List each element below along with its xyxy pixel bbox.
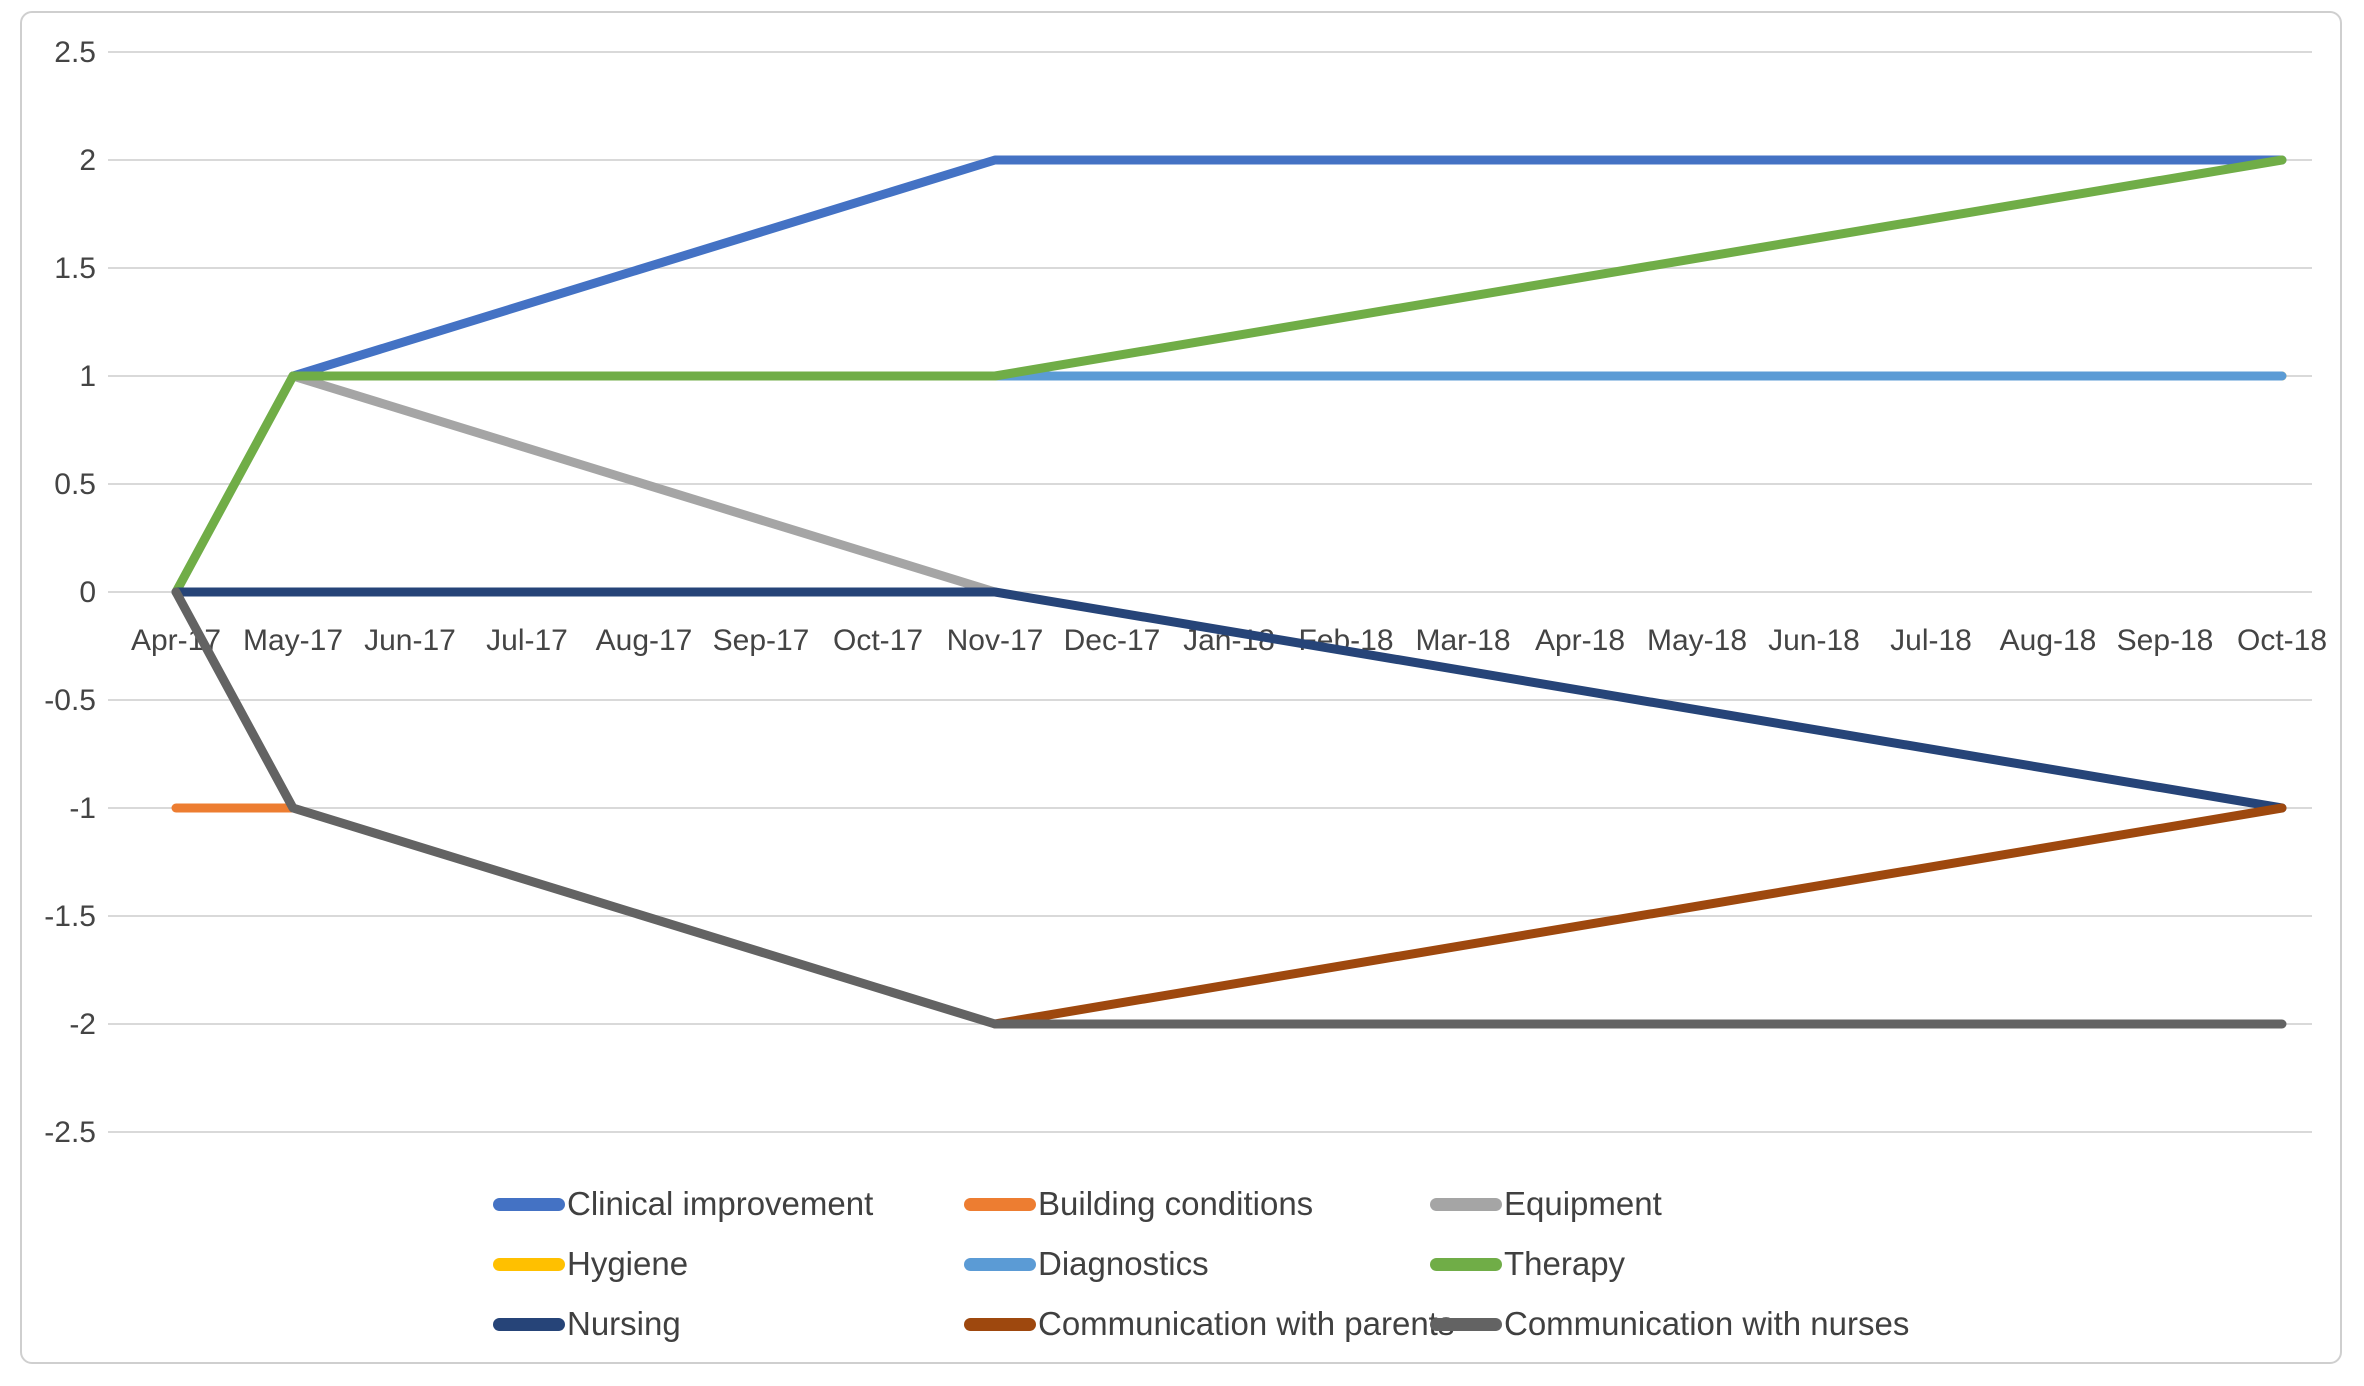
series-line-clinical-improvement [288,155,2287,381]
y-tick-label: 0 [79,576,96,609]
x-tick-label: Oct-17 [833,624,923,657]
x-tick-label: Jun-17 [364,624,456,657]
y-tick-label: -0.5 [44,684,96,717]
x-tick-label: May-18 [1647,624,1747,657]
x-tick-label: Mar-18 [1415,624,1510,657]
y-tick-label: 0.5 [54,468,96,501]
x-tick-label: Jul-18 [1890,624,1972,657]
x-tick-label: Oct-18 [2237,624,2327,657]
y-tick-label: -1.5 [44,900,96,933]
series-line-communication-with-nurses [171,587,2287,1029]
y-tick-label: 2 [79,144,96,177]
x-tick-label: Apr-18 [1535,624,1625,657]
y-axis-tick-labels: 2.5 2 1.5 1 0.5 0 -0.5 -1 -1.5 -2 -2.5 [44,36,96,1149]
series-lines [171,155,2287,1029]
x-tick-label: Jun-18 [1768,624,1860,657]
x-tick-label: Nov-17 [947,624,1044,657]
y-tick-label: -2 [69,1008,96,1041]
chart-border [20,11,2342,1364]
x-tick-label: Sep-17 [713,624,810,657]
series-line-nursing [171,587,2287,813]
series-line-communication-with-parents [990,803,2287,1029]
x-tick-label: May-17 [243,624,343,657]
y-tick-label: 1 [79,360,96,393]
y-tick-label: -1 [69,792,96,825]
y-tick-label: 2.5 [54,36,96,69]
series-line-equipment [288,371,1000,597]
y-tick-label: -2.5 [44,1116,96,1149]
y-tick-label: 1.5 [54,252,96,285]
x-tick-label: Aug-17 [596,624,693,657]
x-tick-label: Sep-18 [2117,624,2214,657]
x-tick-label: Jul-17 [486,624,568,657]
series-line-therapy [171,155,2287,597]
x-tick-label: Aug-18 [2000,624,2097,657]
x-tick-label: Dec-17 [1064,624,1161,657]
